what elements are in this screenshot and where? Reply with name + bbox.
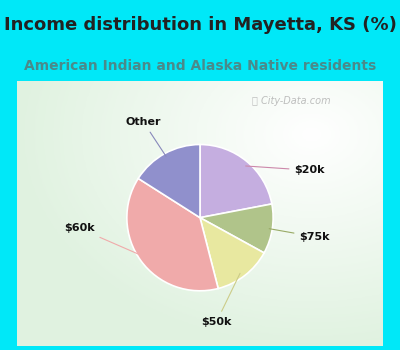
Text: $60k: $60k [64, 223, 143, 256]
Text: $50k: $50k [202, 273, 240, 327]
Text: $75k: $75k [269, 229, 330, 242]
Text: ⓘ City-Data.com: ⓘ City-Data.com [252, 96, 331, 106]
Wedge shape [200, 204, 273, 253]
Wedge shape [200, 145, 272, 218]
Text: Income distribution in Mayetta, KS (%): Income distribution in Mayetta, KS (%) [4, 16, 396, 34]
Wedge shape [138, 145, 200, 218]
Text: Other: Other [126, 117, 166, 156]
Text: American Indian and Alaska Native residents: American Indian and Alaska Native reside… [24, 58, 376, 72]
Wedge shape [127, 178, 218, 291]
Text: $20k: $20k [246, 165, 325, 175]
Wedge shape [200, 218, 264, 288]
